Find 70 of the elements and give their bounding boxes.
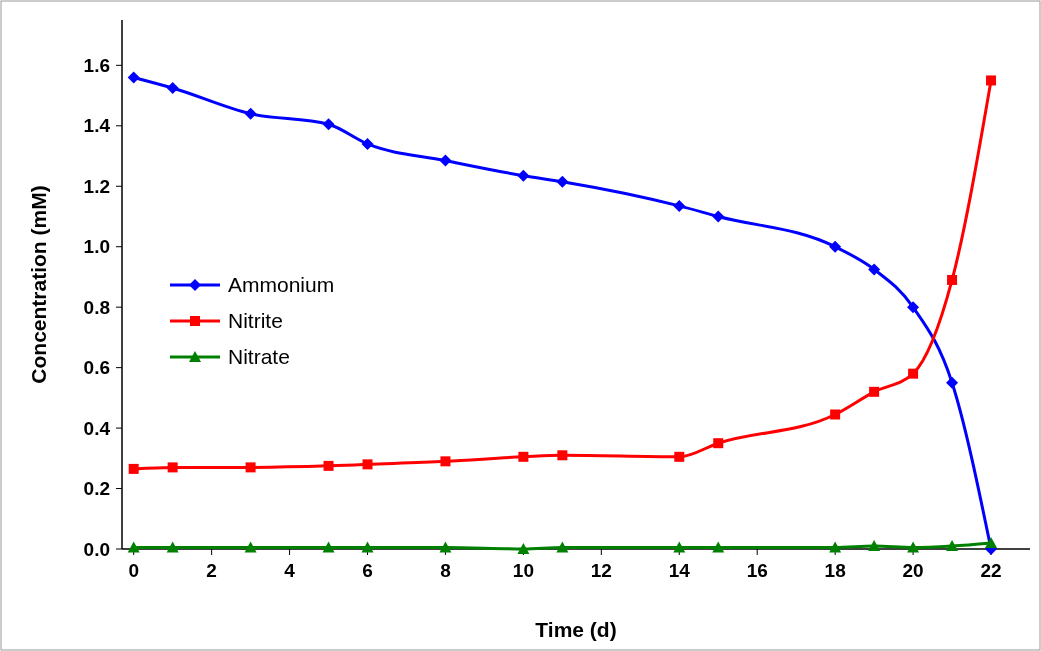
x-tick-label: 10 <box>512 560 534 581</box>
point <box>830 409 841 420</box>
legend-label: Nitrite <box>228 309 283 333</box>
point <box>556 175 569 188</box>
x-tick-label: 12 <box>590 560 612 581</box>
point <box>166 82 179 95</box>
y-tick-label: 0.6 <box>83 357 110 379</box>
point <box>167 462 178 473</box>
point <box>439 541 452 553</box>
y-tick-label: 1.6 <box>83 54 110 76</box>
y-tick-label: 1.4 <box>83 115 111 137</box>
x-tick-label: 20 <box>902 560 924 581</box>
x-tick-label: 14 <box>668 560 691 581</box>
point <box>166 541 179 553</box>
point <box>518 451 529 462</box>
y-tick-label: 1.2 <box>83 175 110 197</box>
y-tick-label: 0.2 <box>83 478 110 500</box>
x-tick-label: 2 <box>206 560 217 581</box>
point <box>674 451 685 462</box>
legend-label: Nitrate <box>228 345 290 369</box>
legend-label: Ammonium <box>228 273 335 297</box>
x-tick-label: 8 <box>440 560 451 581</box>
point <box>946 539 959 551</box>
point <box>868 263 881 276</box>
point <box>829 541 842 553</box>
point <box>322 118 335 131</box>
y-axis-title: Concentration (mM) <box>27 185 50 384</box>
point <box>986 75 997 86</box>
point <box>361 137 374 150</box>
point <box>362 459 373 470</box>
point <box>128 463 139 474</box>
point <box>907 541 920 553</box>
point <box>361 541 374 553</box>
point <box>244 107 257 120</box>
point <box>127 541 140 553</box>
point <box>712 541 725 553</box>
point <box>712 210 725 223</box>
x-tick-label: 16 <box>746 560 768 581</box>
point <box>829 240 842 253</box>
x-axis-title: Time (d) <box>535 618 617 641</box>
point <box>908 368 919 379</box>
point <box>868 539 881 551</box>
y-tick-label: 0.8 <box>83 296 110 318</box>
point <box>869 386 880 397</box>
point <box>323 460 334 471</box>
point <box>673 199 686 212</box>
y-tick-label: 0.0 <box>83 538 110 560</box>
point <box>245 462 256 473</box>
y-tick-label: 1.0 <box>83 236 110 258</box>
x-tick-label: 6 <box>362 560 373 581</box>
point <box>947 274 958 285</box>
point <box>244 541 257 553</box>
point <box>127 71 140 84</box>
x-tick-label: 18 <box>824 560 846 581</box>
point <box>556 541 569 553</box>
y-tick-label: 0.4 <box>83 417 111 439</box>
point <box>946 376 959 389</box>
point <box>517 543 530 554</box>
point <box>907 301 920 314</box>
x-tick-label: 4 <box>284 560 296 581</box>
point <box>440 456 451 467</box>
point <box>985 536 998 548</box>
point <box>439 154 452 167</box>
point <box>713 438 724 449</box>
x-tick-label: 0 <box>128 560 139 581</box>
point <box>557 450 568 461</box>
point <box>517 169 530 182</box>
x-tick-label: 22 <box>980 560 1002 581</box>
point <box>322 541 335 553</box>
point <box>673 541 686 553</box>
